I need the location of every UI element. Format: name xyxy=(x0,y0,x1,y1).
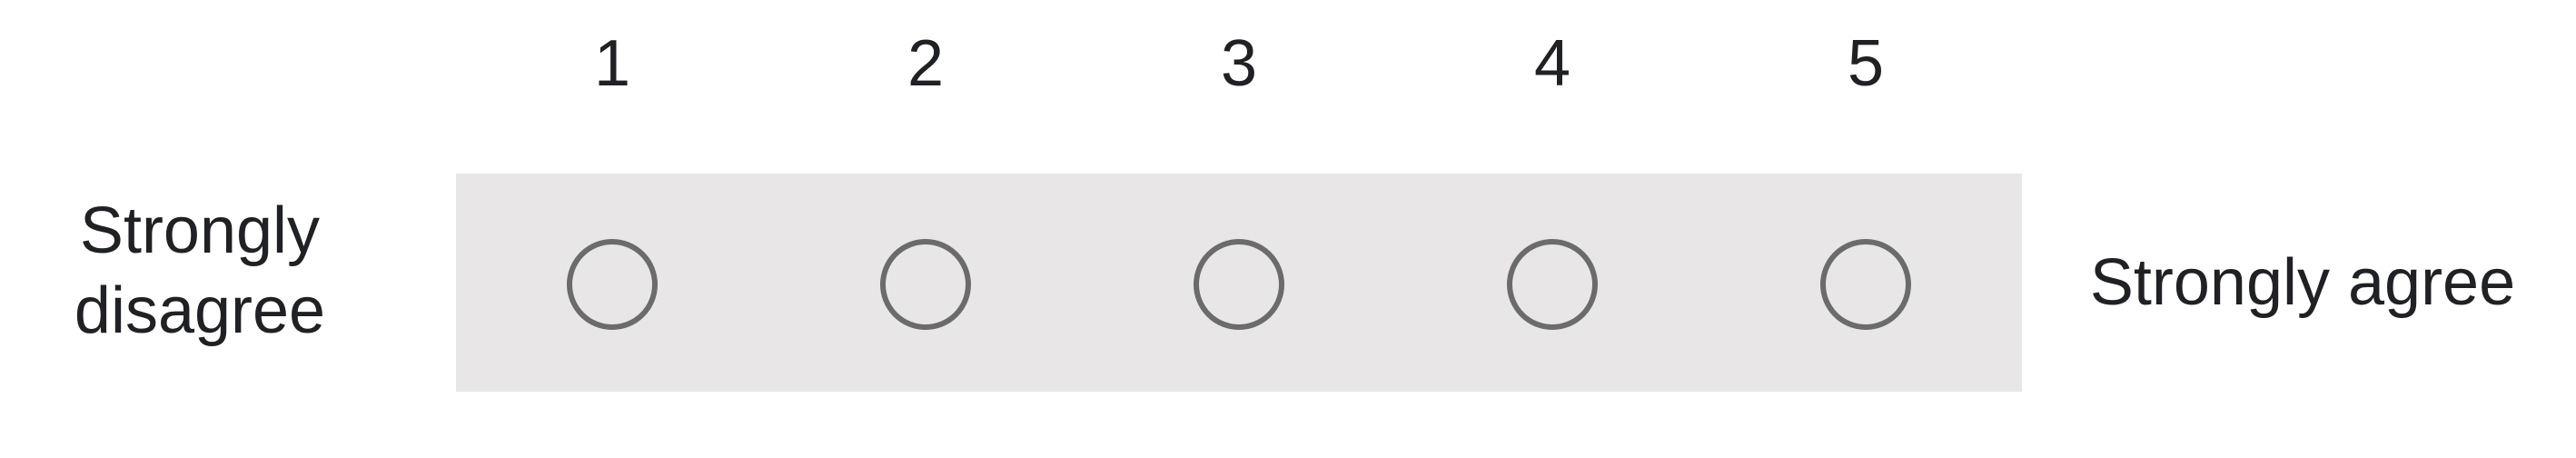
scale-number-2: 2 xyxy=(907,27,945,100)
radio-option-2[interactable] xyxy=(880,239,971,330)
scale-number-3: 3 xyxy=(1220,27,1258,100)
scale-number-4: 4 xyxy=(1533,27,1571,100)
scale-min-label-line2: disagree xyxy=(74,274,326,347)
scale-min-label-line1: Strongly xyxy=(79,194,321,267)
radio-option-4[interactable] xyxy=(1507,239,1598,330)
radio-option-5[interactable] xyxy=(1820,239,1911,330)
scale-max-label: Strongly agree xyxy=(2089,246,2516,319)
radio-option-3[interactable] xyxy=(1194,239,1284,330)
scale-number-1: 1 xyxy=(593,27,631,100)
radio-option-1[interactable] xyxy=(567,239,658,330)
scale-min-label: Strongly disagree xyxy=(18,191,381,351)
scale-number-5: 5 xyxy=(1847,27,1885,100)
